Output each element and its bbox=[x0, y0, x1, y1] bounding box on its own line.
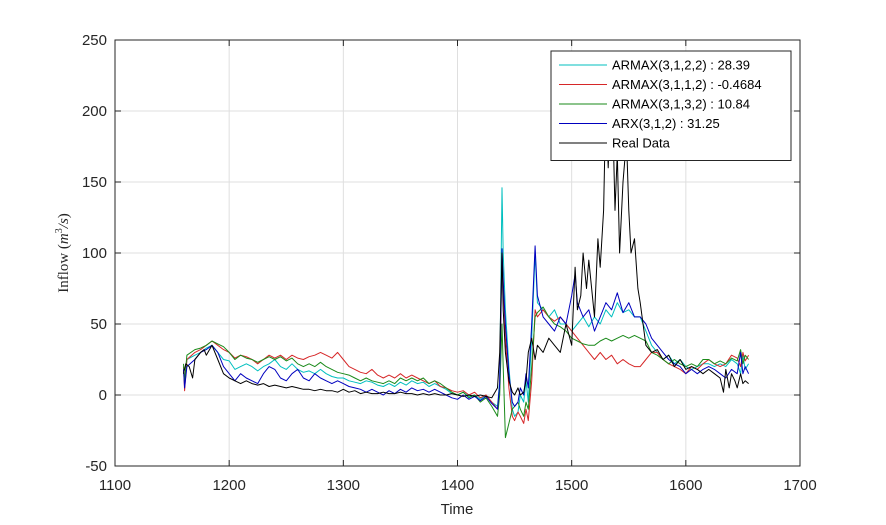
x-tick-label: 1400 bbox=[441, 477, 474, 494]
ticks: 1100 1200 1300 1400 1500 1600 1700 -50 0 50 100 150… bbox=[82, 32, 817, 494]
y-axis-label-exp: 3 bbox=[54, 228, 65, 233]
y-axis-label-rest: /s bbox=[56, 218, 72, 229]
y-tick-label: 50 bbox=[90, 316, 107, 333]
y-axis-label-prefix: Inflow bbox=[56, 253, 72, 293]
legend-label: ARMAX(3,1,2,2) : 28.39 bbox=[612, 58, 750, 73]
x-tick-label: 1200 bbox=[212, 477, 245, 494]
legend-label: ARMAX(3,1,1,2) : -0.4684 bbox=[612, 77, 762, 92]
legend-label: ARMAX(3,1,3,2) : 10.84 bbox=[612, 97, 750, 112]
y-axis-label-close: ) bbox=[56, 213, 72, 218]
legend-label: Real Data bbox=[612, 136, 671, 151]
legend-label: ARX(3,1,2) : 31.25 bbox=[612, 116, 720, 131]
legend: ARMAX(3,1,2,2) : 28.39 ARMAX(3,1,1,2) : -… bbox=[550, 50, 792, 161]
series-line-4 bbox=[183, 245, 750, 410]
x-axis-label: Time bbox=[441, 501, 474, 518]
series-line-2 bbox=[183, 252, 750, 424]
y-tick-label: -50 bbox=[85, 458, 107, 475]
y-axis-label: Inflow (m3/s) bbox=[54, 213, 72, 293]
y-tick-label: 200 bbox=[82, 103, 107, 120]
y-tick-label: 0 bbox=[99, 387, 107, 404]
legend-box bbox=[550, 50, 792, 161]
x-tick-label: 1700 bbox=[783, 477, 816, 494]
x-tick-label: 1100 bbox=[99, 477, 131, 494]
y-axis-label-open: ( bbox=[56, 244, 72, 249]
y-tick-label: 250 bbox=[82, 32, 107, 49]
y-tick-label: 150 bbox=[82, 174, 107, 191]
series-line-3 bbox=[183, 306, 749, 439]
x-tick-label: 1300 bbox=[327, 477, 360, 494]
x-tick-label: 1500 bbox=[555, 477, 588, 494]
y-axis-label-m: m bbox=[56, 233, 72, 244]
series-layer bbox=[183, 67, 750, 439]
y-tick-label: 100 bbox=[82, 245, 107, 262]
x-tick-label: 1600 bbox=[669, 477, 702, 494]
series-line-5 bbox=[183, 67, 749, 399]
